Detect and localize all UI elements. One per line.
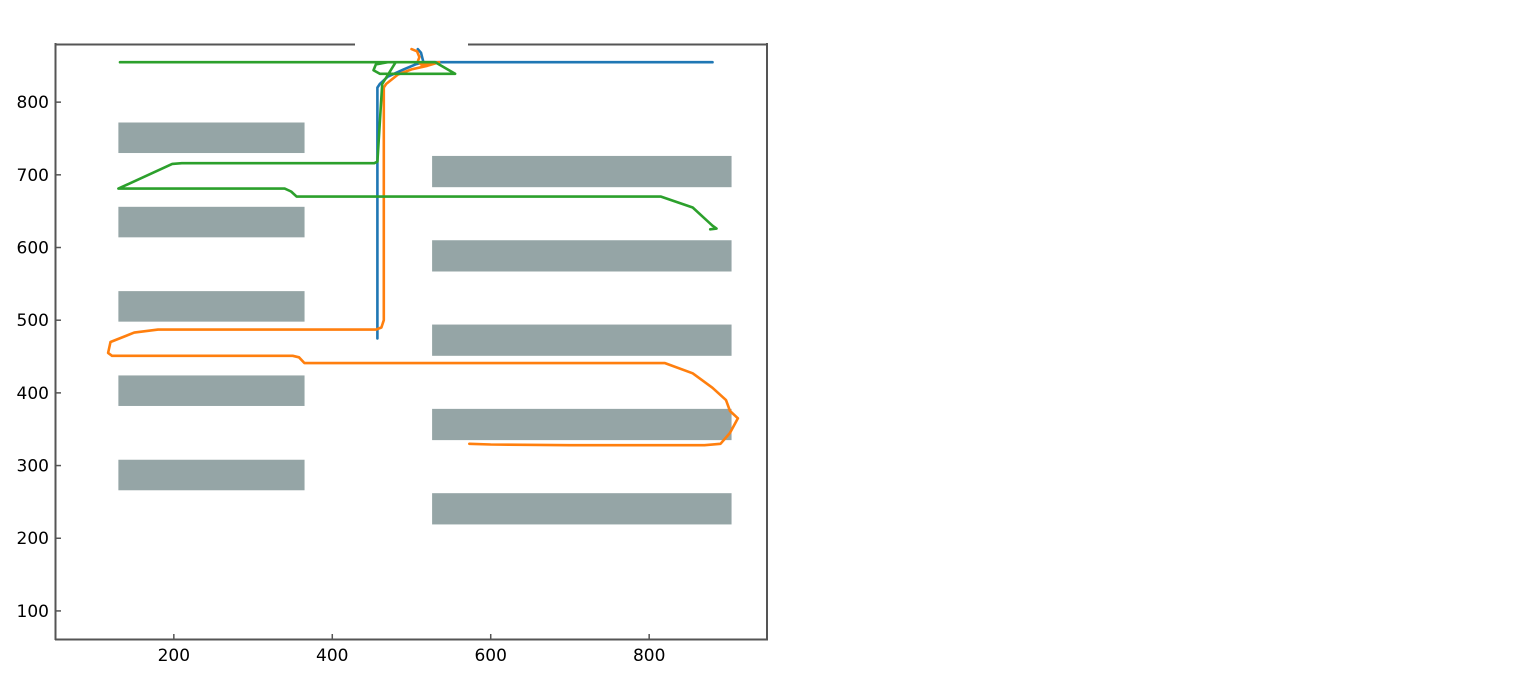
x-tick-label-800: 800: [633, 646, 665, 666]
y-tick-label-800: 800: [17, 93, 49, 113]
y-tick-label-600: 600: [17, 239, 49, 259]
series-line-1: [376, 47, 714, 340]
series-layer: [106, 47, 740, 447]
y-tick-label-100: 100: [17, 602, 49, 622]
obstacle-rect-8: [432, 324, 732, 356]
series-line-3: [117, 60, 718, 231]
x-tick-label-200: 200: [158, 646, 190, 666]
obstacle-rect-1: [118, 122, 305, 154]
x-tick-label-400: 400: [316, 646, 348, 666]
ticks-layer: 200 400 600 800 100 200 300 400 500 600 700 800: [17, 93, 666, 666]
obstacle-rect-3: [118, 291, 305, 322]
y-tick-label-200: 200: [17, 529, 49, 549]
x-tick-label-600: 600: [474, 646, 506, 666]
y-tick-label-700: 700: [17, 166, 49, 186]
obstacle-rect-7: [432, 240, 732, 272]
y-tick-label-400: 400: [17, 384, 49, 404]
y-tick-label-500: 500: [17, 311, 49, 331]
obstacle-rect-6: [432, 155, 732, 188]
obstacle-rect-5: [118, 459, 305, 491]
obstacles-layer: [118, 122, 732, 525]
series-line-2: [106, 47, 740, 447]
obstacle-rect-2: [118, 206, 305, 238]
obstacle-rect-10: [432, 493, 732, 525]
obstacle-rect-4: [118, 375, 305, 406]
obstacle-rect-9: [432, 408, 732, 441]
y-tick-label-300: 300: [17, 457, 49, 477]
